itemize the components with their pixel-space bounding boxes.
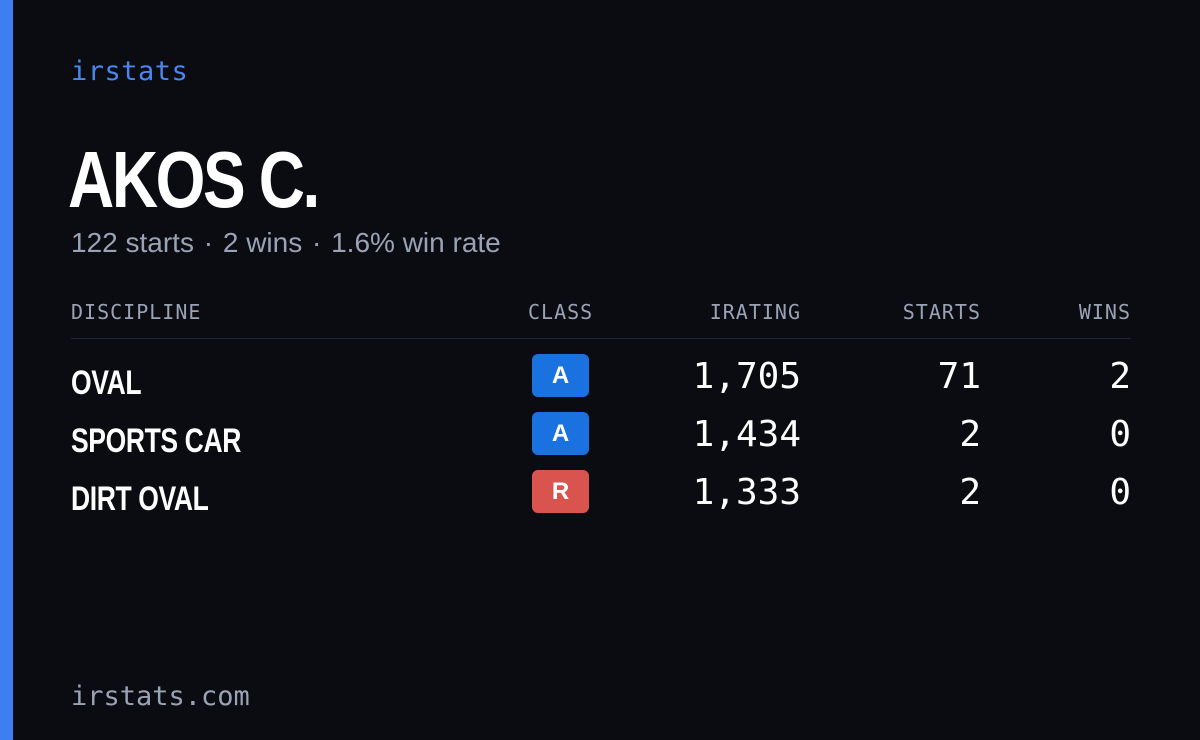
wins-value: 2 [1109, 356, 1131, 397]
table-row: OVAL A 1,705 71 2 [71, 352, 1131, 410]
starts-value: 2 [959, 472, 981, 513]
class-badge: A [532, 412, 589, 455]
footer-url: irstats.com [71, 681, 250, 712]
brand-logo-text: irstats [71, 56, 189, 87]
header-irating: IRATING [709, 300, 801, 324]
summary-separator: · [312, 227, 322, 258]
table-row: DIRT OVAL R 1,333 2 0 [71, 468, 1131, 526]
starts-value: 71 [937, 356, 981, 397]
wins-value: 0 [1109, 414, 1131, 455]
discipline-name: OVAL [71, 364, 142, 402]
header-class: CLASS [528, 300, 594, 324]
wins-value: 0 [1109, 472, 1131, 513]
discipline-table: OVAL A 1,705 71 2 SPORTS CAR A 1,434 2 0… [71, 352, 1131, 526]
irating-value: 1,333 [692, 472, 801, 513]
summary-win-rate: 1.6% win rate [331, 227, 501, 258]
discipline-name: SPORTS CAR [71, 422, 241, 460]
header-wins: WINS [1078, 300, 1131, 324]
class-badge: R [532, 470, 589, 513]
starts-value: 2 [959, 414, 981, 455]
driver-summary: 122 starts · 2 wins · 1.6% win rate [71, 227, 501, 259]
table-header: DISCIPLINE CLASS IRATING STARTS WINS [71, 300, 1131, 339]
irating-value: 1,705 [692, 356, 801, 397]
summary-starts: 122 starts [71, 227, 194, 258]
driver-name: AKOS C. [68, 135, 320, 224]
irating-value: 1,434 [692, 414, 801, 455]
summary-wins: 2 wins [222, 227, 303, 258]
accent-bar [0, 0, 13, 740]
discipline-name: DIRT OVAL [71, 480, 209, 518]
summary-separator: · [203, 227, 214, 258]
class-badge: A [532, 354, 589, 397]
header-discipline: DISCIPLINE [71, 300, 202, 324]
table-row: SPORTS CAR A 1,434 2 0 [71, 410, 1131, 468]
header-starts: STARTS [902, 300, 981, 324]
